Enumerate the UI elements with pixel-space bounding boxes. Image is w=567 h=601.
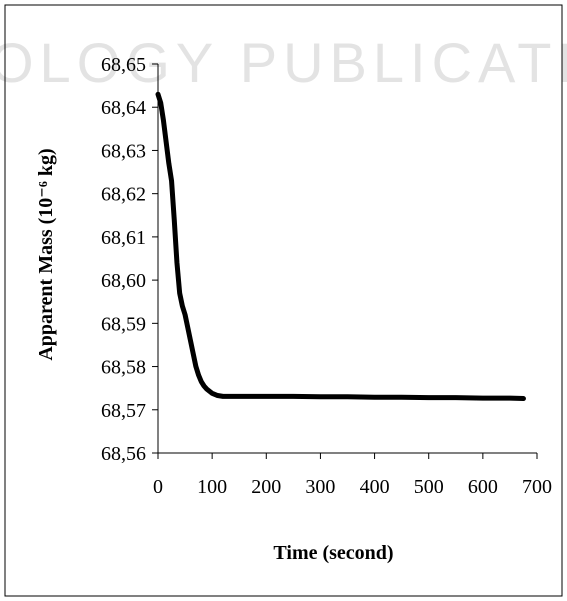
x-tick-label: 200 [251,476,281,498]
series-layer [155,91,526,402]
chart-border [4,4,563,597]
y-tick-label: 68,59 [101,313,146,335]
x-tick-label: 500 [414,476,444,498]
y-tick-label: 68,63 [101,140,146,162]
y-tick-label: 68,61 [101,227,146,249]
x-axis-title: Time (second) [273,542,393,564]
x-tick-label: 100 [197,476,227,498]
axes [152,63,538,459]
x-tick-label: 300 [305,476,335,498]
tick-labels: 68,56 68,57 68,58 68,59 68,60 68,61 68,62 68,63… [101,54,552,498]
y-tick-label: 68,62 [101,184,146,206]
y-tick-label: 68,60 [101,270,146,292]
y-tick-label: 68,56 [101,443,146,465]
watermark-text: OLOGY PUBLICATIONS [0,31,567,94]
x-tick-label: 0 [153,476,163,498]
y-axis-title: Apparent Mass (10⁻⁶ kg) [35,148,57,360]
y-tick-label: 68,65 [101,54,146,76]
y-tick-label: 68,64 [101,97,146,119]
y-tick-label: 68,57 [101,400,146,422]
x-tick-label: 400 [360,476,390,498]
series-line [155,91,526,402]
y-tick-label: 68,58 [101,357,146,379]
x-tick-label: 700 [522,476,552,498]
x-tick-label: 600 [468,476,498,498]
